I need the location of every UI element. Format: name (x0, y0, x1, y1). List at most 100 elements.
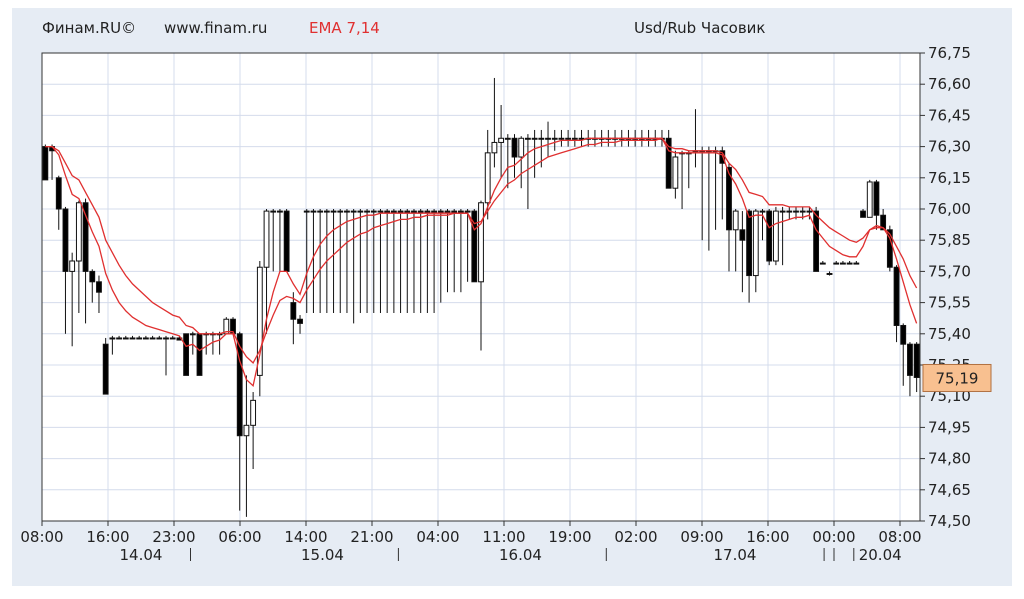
candle (290, 292, 297, 345)
candle (752, 209, 759, 293)
candle (518, 136, 525, 189)
ema-14-line (45, 137, 918, 364)
candle (250, 392, 257, 469)
y-tick-label: 76,30 (928, 138, 971, 156)
x-date-label: 15.04 (301, 546, 344, 564)
candle (122, 335, 129, 340)
candle (142, 335, 149, 340)
candle (819, 261, 826, 265)
candle-body (390, 210, 397, 213)
candle-body (853, 262, 860, 265)
candle-body (283, 210, 290, 272)
candle-body (89, 270, 96, 283)
candle (478, 200, 484, 351)
candle-body (846, 262, 853, 265)
candle-body (491, 141, 498, 154)
candle (772, 206, 779, 266)
ema-layer (45, 137, 918, 388)
x-tick-label: 06:00 (218, 528, 261, 546)
x-axis: 08:00 16:00 23:00 06:00 14:00 21:00 04:00 11:00… (20, 521, 922, 564)
candle (89, 269, 96, 303)
candle (163, 335, 169, 376)
current-price-badge: 75,19 (922, 363, 992, 392)
candle (297, 315, 303, 334)
candle-body (116, 337, 122, 340)
candle (672, 150, 679, 199)
candle (431, 209, 437, 313)
candle (880, 209, 887, 231)
brand-label: Финам.RU© (42, 19, 136, 37)
candle-body (457, 210, 464, 213)
candle-body (471, 210, 478, 283)
y-axis: 76,75 76,60 76,45 76,30 76,15 76,00 75,85 75,70… (920, 44, 971, 530)
y-tick-label: 75,70 (928, 262, 971, 280)
x-tick-label: 23:00 (152, 528, 195, 546)
candle (860, 209, 866, 218)
candle-body (893, 266, 900, 326)
candle-body (303, 210, 310, 213)
candle (62, 206, 69, 334)
candle-body (169, 337, 176, 340)
candle-body (793, 210, 799, 213)
candle (665, 129, 672, 189)
candle (357, 209, 364, 313)
y-tick-label: 75,55 (928, 294, 971, 312)
y-tick-label: 75,85 (928, 231, 971, 249)
candle (571, 129, 578, 147)
candle (69, 252, 76, 347)
candle (739, 211, 746, 293)
candle (484, 129, 491, 220)
x-date-label: 16.04 (499, 546, 542, 564)
candle-body (149, 337, 156, 340)
candle (82, 198, 89, 324)
candle-body (142, 337, 149, 340)
candle-body (518, 137, 525, 158)
candle-body (739, 229, 746, 241)
candle (310, 209, 317, 313)
candle (578, 129, 585, 147)
candle (457, 209, 464, 293)
candle (491, 77, 498, 168)
y-tick-label: 76,75 (928, 44, 971, 62)
candle-body (833, 262, 840, 265)
candle-body (913, 343, 920, 378)
current-price-label: 75,19 (936, 369, 979, 387)
candle (900, 323, 907, 386)
candle-body (752, 210, 759, 277)
candle-body (746, 210, 753, 277)
candle (558, 129, 565, 147)
candle-body (545, 137, 551, 140)
candle (270, 209, 277, 272)
candle-body (136, 337, 143, 340)
candle-body (431, 210, 437, 213)
x-tick-label: 02:00 (614, 528, 657, 546)
candle (511, 134, 518, 178)
candle-body (437, 210, 444, 213)
candle (464, 209, 471, 282)
candle-body (759, 210, 766, 213)
candle-body (129, 337, 136, 340)
candle-body (263, 210, 270, 268)
candle-body (357, 210, 364, 213)
candle (471, 209, 478, 283)
x-date-label: 14.04 (120, 546, 163, 564)
candle-body (350, 210, 357, 213)
x-tick-label: 11:00 (482, 528, 525, 546)
candle-body (498, 137, 505, 143)
candle-body (196, 333, 203, 376)
x-tick-label: 04:00 (416, 528, 459, 546)
candle-body (900, 324, 907, 345)
candle-body (558, 137, 565, 140)
candle-body (344, 210, 350, 213)
candle-body (665, 137, 672, 189)
candle (504, 134, 511, 189)
candle-body (364, 210, 370, 213)
x-tick-label: 21:00 (350, 528, 393, 546)
candle (873, 179, 880, 230)
plot-border (41, 52, 921, 522)
candle (390, 209, 397, 313)
candle-body (82, 202, 89, 272)
candle (283, 209, 290, 272)
site-link[interactable]: www.finam.ru (164, 19, 267, 37)
chart-frame: Финам.RU© www.finam.ru EMA 7,14 Usd/Rub … (12, 8, 1012, 586)
